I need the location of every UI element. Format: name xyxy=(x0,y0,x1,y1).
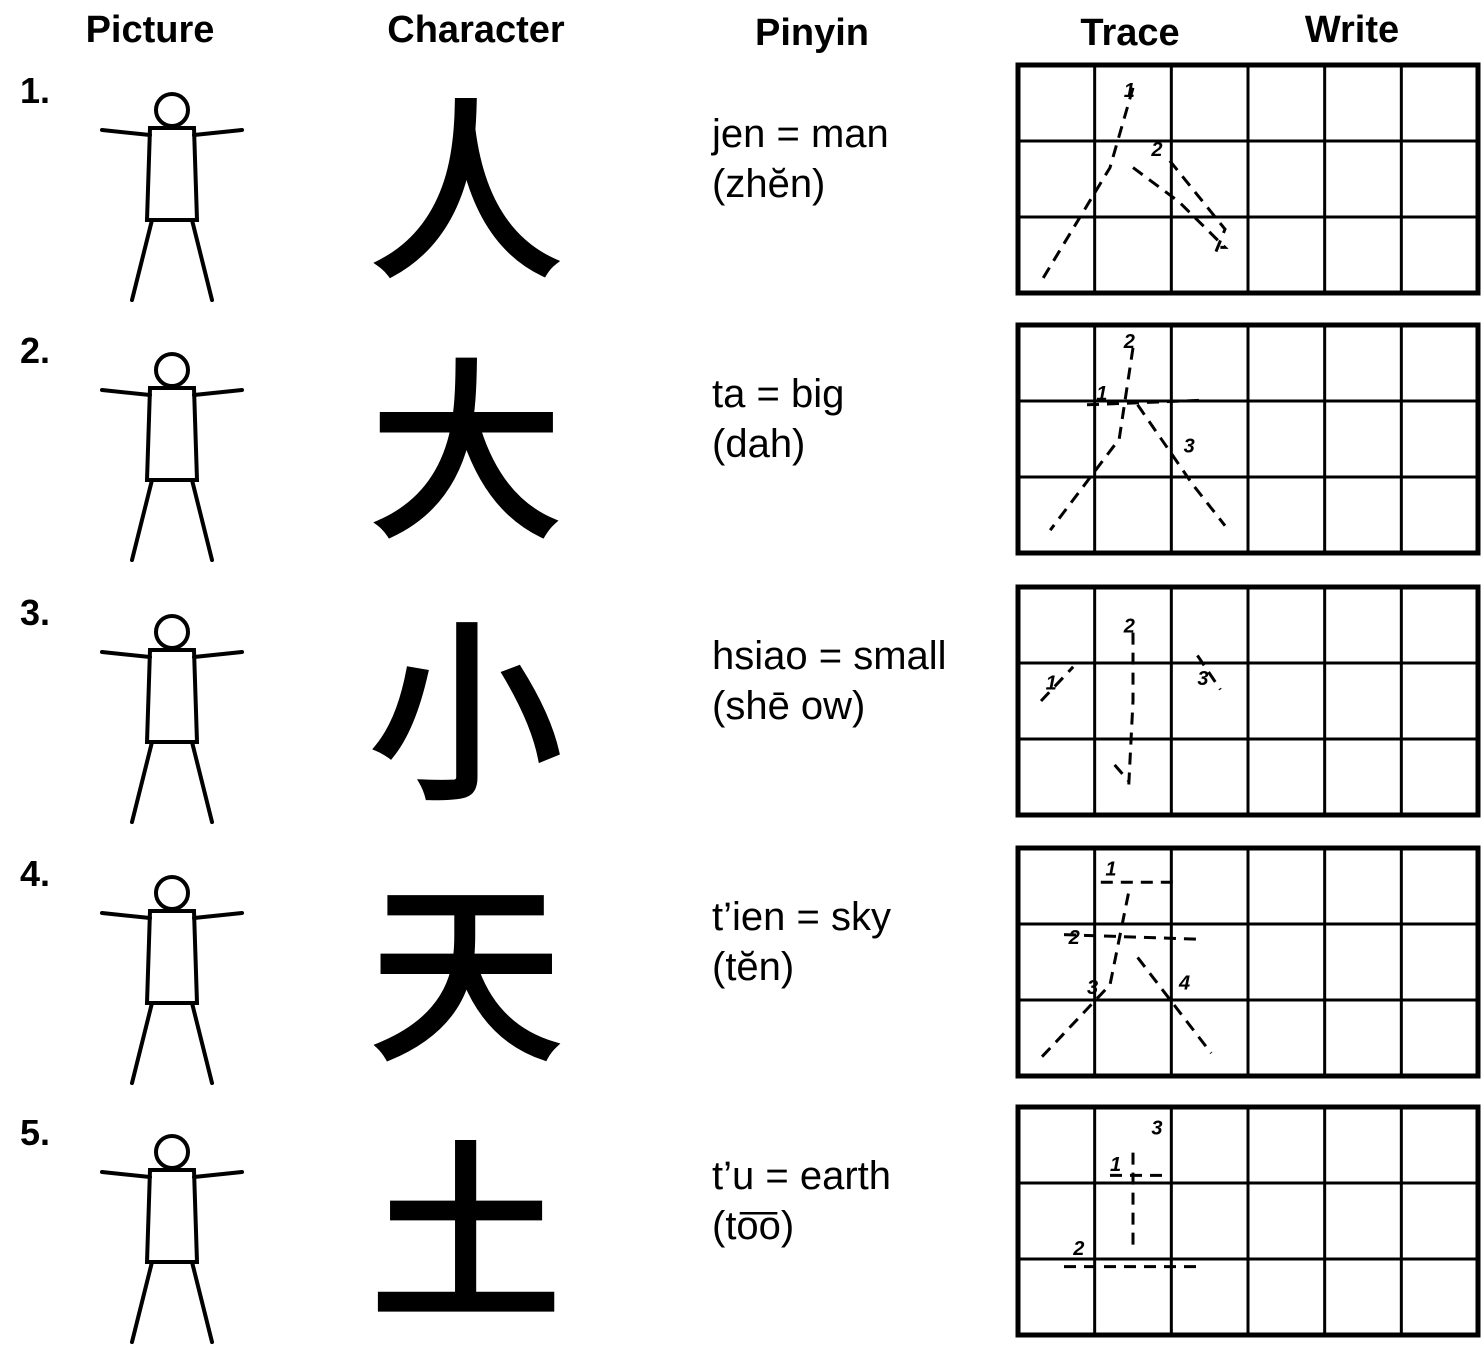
guide-stroke xyxy=(1039,87,1135,283)
row-number: 3. xyxy=(20,592,50,633)
picture-body xyxy=(144,648,200,744)
row-number: 1. xyxy=(20,70,50,111)
row: 5. 土 t’u = earth (to͞o) 1 2 3 xyxy=(20,1104,1481,1347)
pinyin: t’ien = sky xyxy=(712,895,891,939)
pronunciation: (zhĕn) xyxy=(712,162,825,206)
picture-arms xyxy=(100,1170,244,1179)
guide-stroke xyxy=(1136,403,1227,527)
header-write: Write xyxy=(1305,9,1399,51)
header-trace: Trace xyxy=(1080,12,1179,54)
picture-head xyxy=(154,614,190,650)
row-number: 4. xyxy=(20,853,50,894)
pinyin: ta = big xyxy=(712,372,844,416)
chinese-character: 土 xyxy=(371,1126,561,1347)
guide-stroke xyxy=(1136,956,1213,1055)
guide-stroke xyxy=(1039,893,1130,1059)
row: 4. 天 t’ien = sky (tĕn) 1 2 3 4 xyxy=(20,845,1481,1088)
pinyin: hsiao = small xyxy=(712,634,947,678)
picture-legs xyxy=(130,478,214,562)
stroke-number: 2 xyxy=(1123,616,1135,638)
stroke-number: 3 xyxy=(1184,436,1195,458)
guide-stroke xyxy=(1126,632,1135,793)
picture-head xyxy=(154,1134,190,1170)
stroke-number: 1 xyxy=(1124,80,1135,102)
row: 3. 小 hsiao = small (shē ow) 1 2 3 xyxy=(20,584,1481,827)
stroke-number: 4 xyxy=(1178,972,1190,994)
stroke-number: 2 xyxy=(1072,1238,1084,1260)
picture-body xyxy=(144,909,200,1005)
stroke-number: 3 xyxy=(1087,977,1098,999)
pronunciation: (to͞o) xyxy=(712,1204,794,1248)
header-pinyin: Pinyin xyxy=(755,12,869,54)
pronunciation: (shē ow) xyxy=(712,684,865,728)
row-number: 5. xyxy=(20,1112,50,1153)
picture-legs xyxy=(130,1260,214,1344)
stroke-number: 3 xyxy=(1151,1117,1162,1139)
chinese-character: 人 xyxy=(371,84,561,305)
picture-legs xyxy=(130,218,214,302)
pinyin: t’u = earth xyxy=(712,1154,891,1198)
guide-stroke xyxy=(1063,933,1198,941)
guide-stroke xyxy=(1196,654,1222,691)
chinese-character: 天 xyxy=(371,867,561,1088)
chinese-character: 大 xyxy=(371,344,561,565)
stroke-number: 2 xyxy=(1068,927,1080,949)
picture-legs xyxy=(130,1001,214,1085)
stroke-number: 1 xyxy=(1096,383,1107,405)
picture-body xyxy=(144,386,200,482)
header-picture: Picture xyxy=(86,9,215,51)
chinese-character: 小 xyxy=(371,606,561,827)
stroke-number: 1 xyxy=(1110,1154,1121,1176)
guide-stroke xyxy=(1039,665,1075,703)
picture-arms xyxy=(100,650,244,659)
pronunciation: (dah) xyxy=(712,422,805,466)
row: 1. 人 jen = man (zhĕn) 1 2 xyxy=(20,62,1481,305)
guide-stroke xyxy=(1168,159,1227,253)
stroke-number: 2 xyxy=(1150,139,1162,161)
header-character: Character xyxy=(387,9,565,51)
stroke-number: 2 xyxy=(1123,331,1135,353)
pronunciation: (tĕn) xyxy=(712,945,794,989)
guide-stroke xyxy=(1132,166,1229,249)
pinyin: jen = man xyxy=(711,112,889,156)
picture-head xyxy=(154,352,190,388)
picture-arms xyxy=(100,128,244,137)
picture-body xyxy=(144,126,200,222)
picture-head xyxy=(154,875,190,911)
stroke-number: 1 xyxy=(1105,858,1116,880)
picture-arms xyxy=(100,911,244,920)
picture-head xyxy=(154,92,190,128)
row: 2. 大 ta = big (dah) 1 2 3 xyxy=(20,322,1481,565)
picture-body xyxy=(144,1168,200,1264)
picture-arms xyxy=(100,388,244,397)
picture-legs xyxy=(130,740,214,824)
guide-stroke xyxy=(1049,347,1135,532)
guide-stroke xyxy=(1113,763,1130,782)
stroke-number: 1 xyxy=(1046,673,1057,695)
stroke-number: 3 xyxy=(1197,668,1208,690)
row-number: 2. xyxy=(20,330,50,371)
